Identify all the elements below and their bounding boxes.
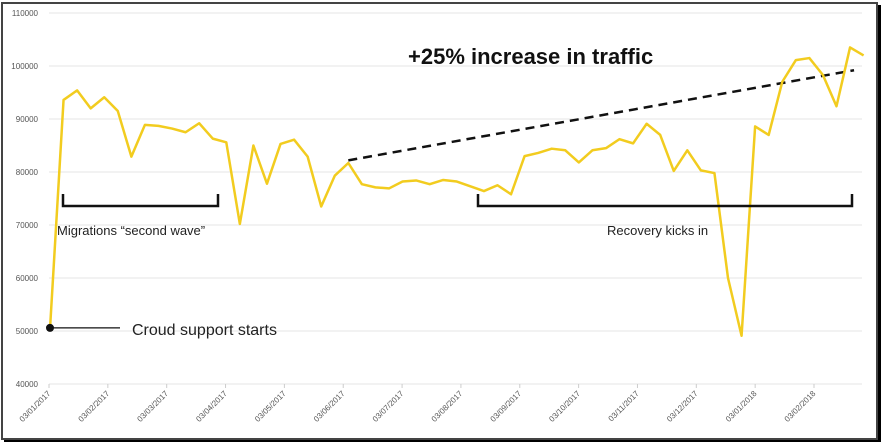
x-tick-label: 03/08/2017 bbox=[430, 389, 465, 424]
y-tick-label: 40000 bbox=[16, 380, 39, 389]
x-tick-label: 03/05/2017 bbox=[253, 389, 288, 424]
x-tick-label: 03/06/2017 bbox=[312, 389, 347, 424]
x-tick-label: 03/01/2017 bbox=[18, 389, 53, 424]
y-tick-label: 90000 bbox=[16, 115, 39, 124]
x-tick-label: 03/10/2017 bbox=[547, 389, 582, 424]
x-tick-label: 03/01/2018 bbox=[724, 389, 759, 424]
x-tick-label: 03/07/2017 bbox=[371, 389, 406, 424]
x-tick-label: 03/02/2018 bbox=[783, 389, 818, 424]
y-tick-label: 110000 bbox=[12, 9, 39, 18]
x-tick-label: 03/11/2017 bbox=[607, 389, 642, 424]
headline-annotation: +25% increase in traffic bbox=[408, 44, 653, 69]
traffic-series-line bbox=[48, 46, 865, 338]
y-tick-label: 100000 bbox=[11, 62, 38, 71]
y-tick-label: 80000 bbox=[16, 168, 39, 177]
x-tick-label: 03/02/2017 bbox=[77, 389, 112, 424]
recovery-annotation: Recovery kicks in bbox=[607, 223, 708, 238]
y-tick-label: 70000 bbox=[16, 221, 39, 230]
y-tick-label: 60000 bbox=[16, 274, 39, 283]
x-tick-label: 03/12/2017 bbox=[665, 389, 700, 424]
second-wave-annotation: Migrations “second wave” bbox=[57, 223, 205, 238]
x-tick-label: 03/03/2017 bbox=[135, 389, 170, 424]
recovery-bracket bbox=[476, 194, 854, 208]
x-tick-label: 03/04/2017 bbox=[194, 389, 229, 424]
trend-line bbox=[348, 69, 855, 162]
x-tick-label: 03/09/2017 bbox=[489, 389, 524, 424]
croud-support-annotation: Croud support starts bbox=[132, 322, 277, 339]
second-wave-bracket bbox=[61, 194, 220, 208]
y-tick-label: 50000 bbox=[16, 327, 39, 336]
